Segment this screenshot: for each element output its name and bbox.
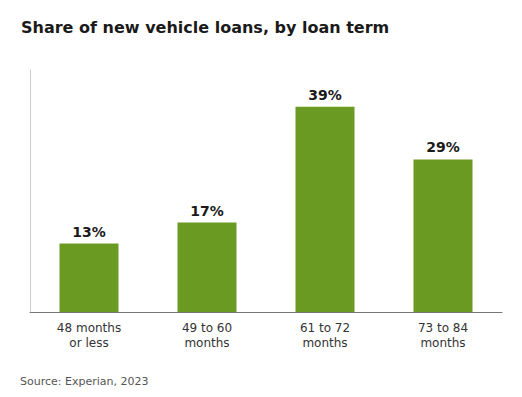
svg-text:48 months: 48 months [57, 321, 121, 335]
svg-text:39%: 39% [308, 87, 342, 103]
svg-text:months: months [420, 336, 465, 350]
svg-text:months: months [302, 336, 347, 350]
svg-text:or less: or less [69, 336, 108, 350]
svg-text:Share of new vehicle loans, by: Share of new vehicle loans, by loan term [21, 18, 389, 37]
svg-text:29%: 29% [426, 139, 460, 155]
svg-text:Source: Experian, 2023: Source: Experian, 2023 [20, 375, 148, 388]
svg-text:49 to 60: 49 to 60 [182, 321, 232, 335]
svg-text:73 to 84: 73 to 84 [418, 321, 468, 335]
svg-text:months: months [184, 336, 229, 350]
svg-text:61 to 72: 61 to 72 [300, 321, 350, 335]
svg-text:13%: 13% [72, 224, 106, 240]
svg-text:17%: 17% [190, 203, 224, 219]
